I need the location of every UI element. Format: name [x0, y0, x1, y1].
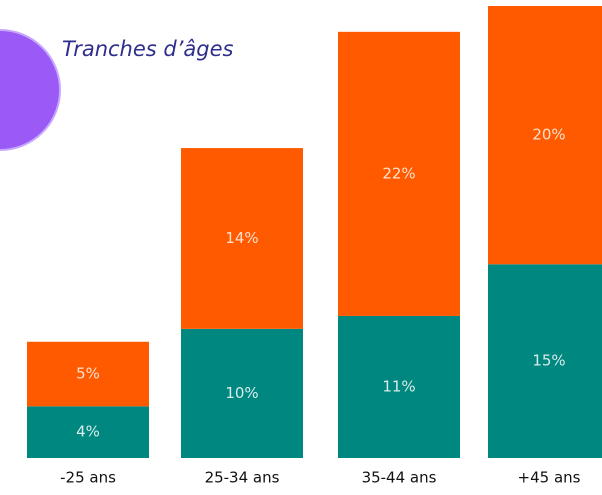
bar-segment — [181, 148, 303, 329]
bar-segment — [488, 264, 602, 458]
value-label: 11% — [382, 377, 415, 395]
x-tick-label: 35-44 ans — [362, 469, 437, 487]
chart-title: Tranches d’âges — [62, 37, 234, 61]
value-label: 15% — [532, 352, 565, 370]
value-label: 10% — [225, 384, 258, 402]
decoration-arc — [0, 30, 60, 150]
decoration-arc-edge — [0, 29, 61, 151]
bar-segment — [181, 328, 303, 458]
bar-segment — [338, 315, 460, 458]
value-label: 4% — [76, 423, 100, 441]
bar-segment — [27, 341, 149, 407]
x-tick-label: 25-34 ans — [205, 469, 280, 487]
bar-segment — [488, 6, 602, 265]
value-label: 22% — [382, 164, 415, 182]
value-label: 5% — [76, 365, 100, 383]
bar-segment — [27, 406, 149, 458]
x-tick-label: -25 ans — [60, 469, 116, 487]
value-label: 14% — [225, 229, 258, 247]
bar-segment — [338, 31, 460, 316]
value-label: 20% — [532, 126, 565, 144]
x-tick-label: +45 ans — [518, 469, 581, 487]
